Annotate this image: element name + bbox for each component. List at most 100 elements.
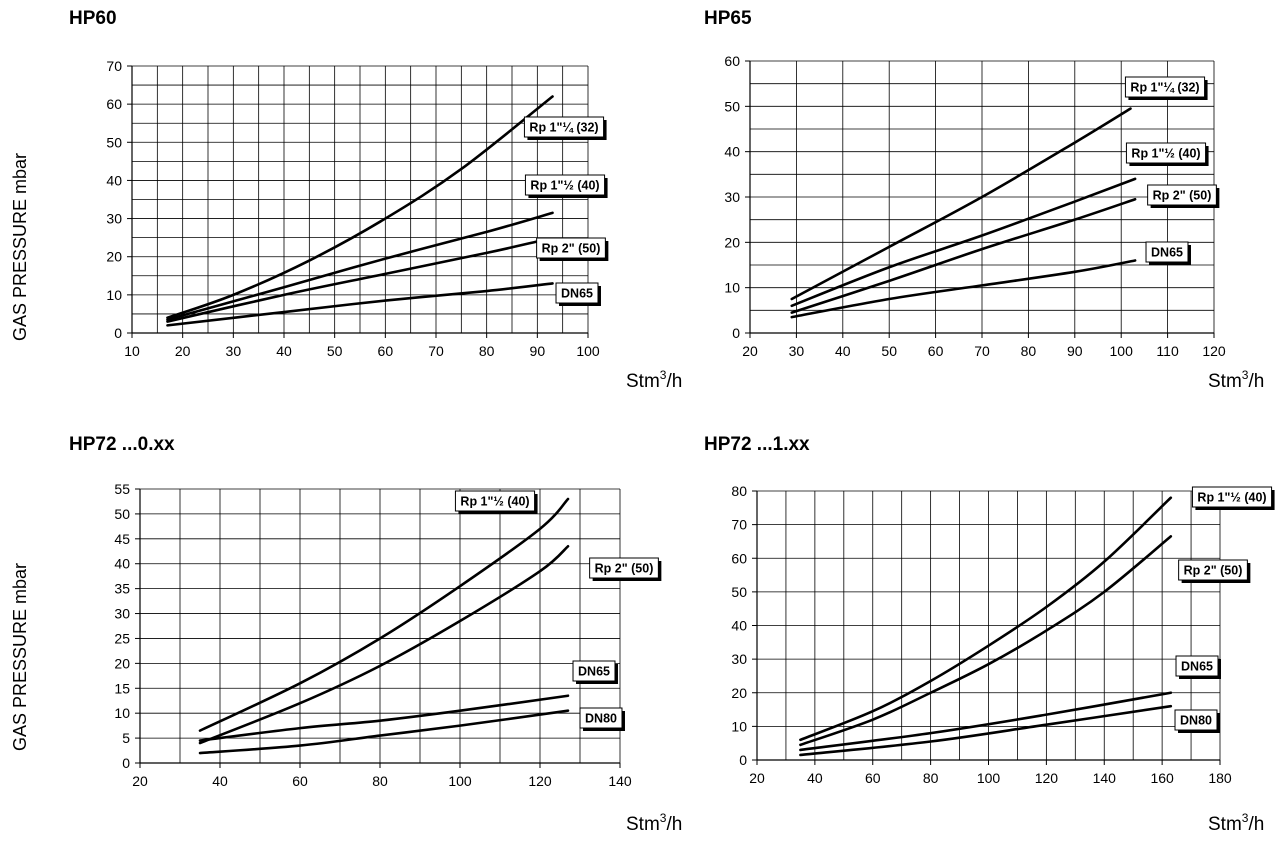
y-tick-label: 0 (732, 325, 740, 341)
series-line (790, 197, 1137, 314)
x-tick-label: 60 (865, 770, 881, 786)
y-tick-label: 20 (731, 685, 747, 701)
series-label-text: Rp 1"½ (40) (530, 179, 599, 193)
y-tick-label: 70 (106, 58, 122, 74)
y-tick-label: 10 (106, 287, 122, 303)
x-unit-label-hp60: Stm3/h (626, 368, 682, 393)
x-tick-label: 140 (608, 773, 632, 789)
series-label-box (579, 707, 623, 729)
y-tick-label: 20 (106, 249, 122, 265)
x-tick-label: 20 (175, 343, 191, 359)
series-label-box (523, 116, 605, 138)
x-tick-label: 20 (749, 770, 765, 786)
x-tick-label: 180 (1208, 770, 1232, 786)
series-label-text: DN65 (578, 665, 610, 679)
series-label: DN65 (555, 282, 601, 306)
y-tick-label: 30 (731, 651, 747, 667)
x-tick-label: 100 (1110, 343, 1134, 359)
x-unit-text: Stm (1208, 814, 1242, 835)
y-tick-label: 15 (114, 680, 130, 696)
series-label: Rp 2" (50) (1147, 184, 1220, 208)
x-tick-label: 120 (1202, 343, 1226, 359)
series-label: Rp 1"½ (40) (1191, 486, 1275, 510)
x-tick-label: 100 (576, 343, 600, 359)
chart-title-hp60: HP60 (69, 8, 117, 29)
series-label-box (572, 660, 616, 682)
series-label-box (1175, 655, 1219, 677)
series-label: DN65 (1145, 241, 1191, 265)
y-tick-label: 30 (724, 189, 740, 205)
y-tick-label: 10 (731, 718, 747, 734)
series-label-text: Rp 1"½ (40) (460, 495, 529, 509)
x-tick-label: 30 (789, 343, 805, 359)
y-tick-label: 25 (114, 630, 130, 646)
y-tick-label: 40 (114, 556, 130, 572)
y-tick-label: 30 (114, 606, 130, 622)
y-tick-label: 50 (724, 98, 740, 114)
y-tick-label: 55 (114, 481, 130, 497)
series-label-box (536, 237, 606, 259)
x-tick-label: 40 (835, 343, 851, 359)
y-tick-label: 20 (114, 655, 130, 671)
series-label: DN80 (1174, 709, 1220, 733)
series-line (166, 95, 554, 320)
x-unit-tail: /h (1248, 371, 1265, 392)
y-tick-label: 50 (114, 506, 130, 522)
series-label-box (1178, 559, 1248, 581)
series-label: Rp 2" (50) (536, 237, 609, 261)
x-tick-label: 40 (212, 773, 228, 789)
x-unit-sup: 3 (659, 811, 667, 825)
x-unit-tail: /h (666, 371, 683, 392)
series-label: Rp 1"½ (40) (1125, 142, 1209, 166)
series-label-box (589, 557, 659, 579)
x-unit-tail: /h (1248, 814, 1265, 835)
series-label-text: DN65 (1181, 660, 1213, 674)
x-unit-sup: 3 (1241, 811, 1249, 825)
chart-1: 20 30 40 50 60 70 80 90 100 110 120 0 10 20 30 40 50 60 Rp… (724, 53, 1225, 359)
x-tick-label: 100 (448, 773, 472, 789)
series-label-text: Rp 2" (50) (1184, 564, 1243, 578)
y-tick-label: 60 (106, 96, 122, 112)
series-line (799, 691, 1173, 752)
series-label: DN65 (572, 660, 618, 684)
x-unit-text: Stm (1208, 371, 1242, 392)
series-line (198, 544, 570, 745)
y-tick-label: 45 (114, 531, 130, 547)
series-label-box (1145, 241, 1189, 263)
x-tick-label: 140 (1093, 770, 1117, 786)
series-label-text: Rp 1"¼ (32) (529, 121, 598, 135)
series-label: Rp 2" (50) (1178, 559, 1251, 583)
series-label: Rp 1"½ (40) (454, 490, 538, 514)
series-label-text: Rp 1"½ (40) (1197, 491, 1266, 505)
series-label: Rp 1"¼ (32) (523, 116, 607, 140)
chart-title-hp72-0: HP72 ...0.xx (69, 434, 175, 455)
series-label: Rp 1"½ (40) (524, 174, 608, 198)
x-unit-label-hp65: Stm3/h (1208, 368, 1264, 393)
y-tick-label: 50 (731, 584, 747, 600)
series-label-box (1124, 76, 1206, 98)
series-label-text: DN65 (561, 287, 593, 301)
chart-2: 20 40 60 80 100 120 140 0 5 10 15 20 25 30 35 40 45 50 55 R… (114, 481, 662, 789)
x-tick-label: 90 (1067, 343, 1083, 359)
x-tick-label: 50 (327, 343, 343, 359)
x-tick-label: 110 (1156, 343, 1179, 359)
y-tick-label: 20 (724, 234, 740, 250)
y-tick-label: 60 (724, 53, 740, 69)
x-tick-label: 40 (276, 343, 292, 359)
x-unit-sup: 3 (659, 368, 667, 382)
series-label-box (524, 174, 606, 196)
series-label-text: Rp 2" (50) (1153, 189, 1212, 203)
series-line (166, 240, 539, 323)
series-line (790, 177, 1137, 308)
series-label: DN65 (1175, 655, 1221, 679)
x-tick-label: 100 (977, 770, 1001, 786)
x-tick-label: 160 (1150, 770, 1174, 786)
x-unit-sup: 3 (1241, 368, 1249, 382)
x-tick-label: 80 (923, 770, 939, 786)
series-label-box (1174, 709, 1218, 731)
y-tick-label: 0 (114, 325, 122, 341)
series-line (198, 497, 570, 732)
x-tick-label: 60 (928, 343, 944, 359)
series-label-box (454, 490, 536, 512)
